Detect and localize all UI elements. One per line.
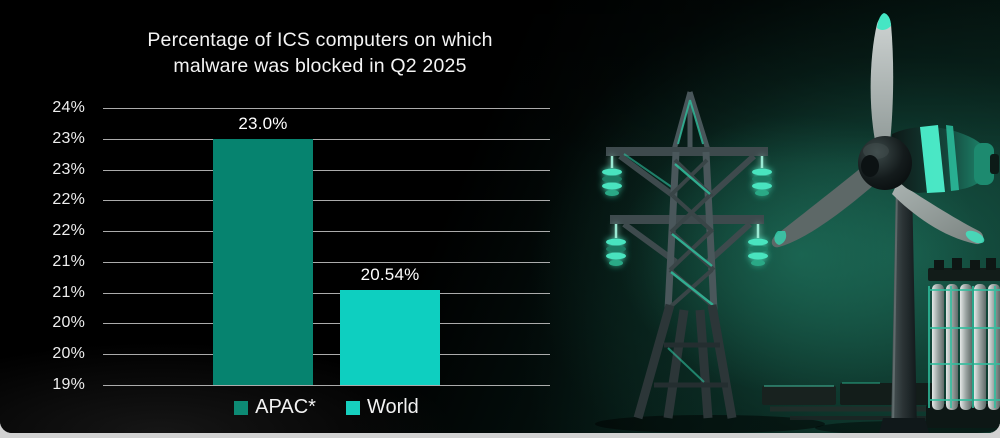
bar-world: [340, 290, 440, 385]
bar-apac: [213, 138, 313, 385]
gridline: [103, 292, 550, 294]
legend-swatch-icon: [234, 400, 249, 415]
insulator-icon: [752, 156, 772, 196]
gridline: [103, 323, 550, 325]
y-tick-label: 23%: [52, 129, 85, 147]
legend: APAC* World: [103, 396, 550, 419]
ground-shadow: [595, 415, 825, 433]
gridline: [103, 385, 550, 386]
gridline: [103, 200, 550, 202]
battery-bank-icon: [926, 258, 1000, 428]
y-tick-label: 20%: [52, 345, 85, 363]
y-tick-label: 19%: [52, 376, 85, 393]
gridline: [103, 231, 550, 233]
chart-title-line1: Percentage of ICS computers on which: [147, 29, 493, 51]
bar-value-label: 23.0%: [238, 113, 288, 133]
wind-turbine-icon: [771, 13, 999, 433]
insulator-icon: [602, 156, 622, 196]
y-tick-label: 21%: [52, 252, 85, 270]
chart-title: Percentage of ICS computers on which mal…: [70, 27, 570, 79]
y-tick-label: 23%: [52, 160, 85, 178]
legend-label: APAC*: [255, 396, 316, 418]
bar-value-label: 20.54%: [360, 265, 420, 285]
gridline: [103, 138, 550, 140]
gridline: [103, 354, 550, 356]
gridline: [103, 169, 550, 171]
chart-title-line2: malware was blocked in Q2 2025: [173, 55, 467, 77]
gridline: [103, 108, 550, 109]
y-tick-label: 21%: [52, 283, 85, 301]
legend-label: World: [366, 396, 419, 418]
y-tick-label: 22%: [52, 191, 85, 209]
insulator-icon: [748, 224, 768, 266]
plot-area: 23.0% 20.54%: [103, 108, 550, 386]
gridline: [103, 261, 550, 263]
legend-swatch-icon: [345, 400, 360, 415]
y-tick-label: 20%: [52, 314, 85, 332]
legend-item: APAC*: [234, 396, 316, 419]
y-axis: 24% 23% 23% 22% 22% 21% 21% 20% 20% 19%: [0, 99, 88, 393]
energy-illustration: [595, 13, 1000, 433]
y-tick-label: 24%: [52, 99, 85, 116]
insulator-icon: [606, 224, 626, 266]
legend-item: World: [345, 396, 419, 419]
y-tick-label: 22%: [52, 222, 85, 240]
